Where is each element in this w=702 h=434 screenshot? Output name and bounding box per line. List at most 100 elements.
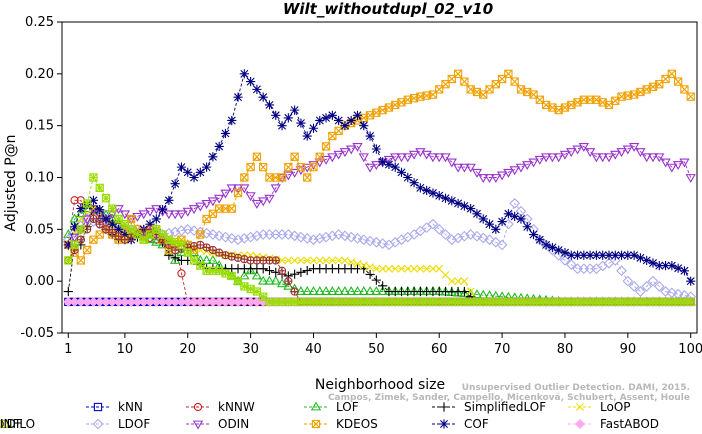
point-lof-2 — [69, 213, 80, 223]
point-loop-44 — [334, 256, 343, 265]
point-ldf-7 — [101, 225, 111, 234]
point-knnw-2 — [70, 196, 79, 205]
legend-label-lof: LOF — [336, 400, 359, 414]
point-odin-29 — [239, 184, 250, 194]
point-cof-31 — [252, 84, 262, 94]
point-cof-6 — [95, 205, 105, 215]
point-kdeos-32 — [259, 162, 268, 172]
x-tick-label-1: 1 — [64, 342, 72, 357]
point-odin-85 — [591, 153, 602, 163]
point-simplifiedlof-18 — [170, 253, 180, 263]
point-inflo-3 — [76, 225, 86, 234]
point-kdeos-38 — [296, 162, 306, 172]
point-odin-12 — [132, 212, 143, 222]
point-odin-25 — [214, 194, 225, 204]
point-lof-3 — [75, 208, 87, 218]
point-cof-38 — [296, 118, 306, 128]
point-cof-33 — [264, 100, 275, 110]
point-lof-23 — [201, 254, 212, 264]
point-odin-24 — [207, 197, 219, 207]
point-lof-4 — [81, 203, 93, 213]
point-lof-42 — [320, 286, 332, 295]
point-inflo-9 — [114, 214, 123, 224]
point-cof-59 — [428, 188, 438, 198]
point-loop-65 — [466, 287, 475, 296]
point-inflo-13 — [139, 235, 148, 244]
point-ldof-42 — [320, 231, 332, 243]
point-cof-39 — [302, 131, 312, 141]
point-cof-55 — [403, 172, 413, 183]
point-cof-98 — [673, 263, 683, 273]
point-odin-82 — [572, 145, 583, 155]
point-ldof-94 — [647, 275, 659, 287]
point-ldof-71 — [503, 218, 514, 230]
point-cof-27 — [227, 115, 237, 126]
point-inflo-19 — [177, 240, 186, 250]
legend-label-kdeos: KDEOS — [336, 417, 378, 431]
point-simplifiedlof-32 — [258, 264, 268, 274]
point-inflo-14 — [145, 230, 155, 239]
point-kdeos-40 — [309, 162, 318, 172]
point-cof-21 — [189, 172, 199, 183]
legend-marker-fastabod — [574, 418, 586, 430]
point-cof-92 — [635, 253, 646, 263]
point-inflo-22 — [196, 261, 205, 270]
legend-label-ldof: LDOF — [118, 417, 150, 431]
point-odin-11 — [126, 215, 137, 225]
point-cof-88 — [610, 250, 620, 260]
series-inflo — [64, 173, 695, 307]
point-kdeos-3 — [76, 256, 86, 265]
point-ldof-30 — [245, 231, 256, 243]
legend-label-knnw: kNNW — [218, 400, 255, 414]
legend-item-inflo: INFLO — [0, 417, 35, 431]
point-odin-31 — [251, 199, 263, 209]
point-loop-61 — [441, 270, 450, 279]
point-loop-48 — [359, 261, 368, 270]
point-cof-44 — [334, 115, 344, 126]
point-loop-46 — [347, 258, 356, 267]
point-ldof-36 — [282, 229, 294, 240]
point-odin-77 — [540, 153, 552, 163]
point-ldof-21 — [188, 225, 200, 237]
point-cof-58 — [422, 185, 432, 196]
point-cof-62 — [447, 196, 457, 206]
point-cof-96 — [660, 261, 671, 271]
point-odin-67 — [478, 174, 489, 184]
point-cof-79 — [554, 245, 564, 255]
point-ldof-72 — [509, 198, 521, 209]
point-ldof-46 — [345, 231, 357, 243]
legend-marker-simplifiedlof — [439, 402, 449, 412]
legend-marker-inflo — [0, 420, 8, 429]
point-loop-37 — [290, 256, 299, 265]
point-odin-50 — [371, 161, 382, 171]
point-loop-38 — [296, 256, 305, 265]
point-odin-37 — [289, 168, 300, 178]
point-odin-95 — [654, 153, 665, 163]
point-cof-69 — [491, 224, 501, 234]
point-loop-57 — [416, 264, 425, 273]
point-cof-63 — [453, 198, 463, 209]
point-ldof-63 — [452, 232, 464, 244]
point-ldof-86 — [597, 260, 609, 272]
series-line-knnw — [67, 199, 691, 303]
point-odin-42 — [320, 155, 332, 165]
series-odin — [63, 142, 696, 251]
point-loop-43 — [328, 256, 337, 265]
point-odin-10 — [119, 210, 131, 220]
point-cof-48 — [359, 121, 369, 131]
y-tick-label-3: 0.10 — [25, 171, 54, 186]
legend-marker-ldof — [92, 418, 104, 430]
point-cof-2 — [69, 222, 80, 232]
point-odin-83 — [578, 142, 589, 152]
point-inflo-31 — [252, 287, 262, 296]
point-cof-46 — [346, 115, 356, 126]
point-loop-49 — [366, 263, 375, 272]
point-cof-8 — [107, 219, 117, 229]
legend-item-odin: ODIN — [186, 417, 249, 431]
point-cof-19 — [176, 162, 187, 172]
point-odin-19 — [176, 210, 187, 220]
point-odin-70 — [496, 171, 508, 181]
point-odin-55 — [402, 153, 413, 163]
point-cof-74 — [522, 222, 532, 232]
point-odin-89 — [616, 148, 627, 158]
